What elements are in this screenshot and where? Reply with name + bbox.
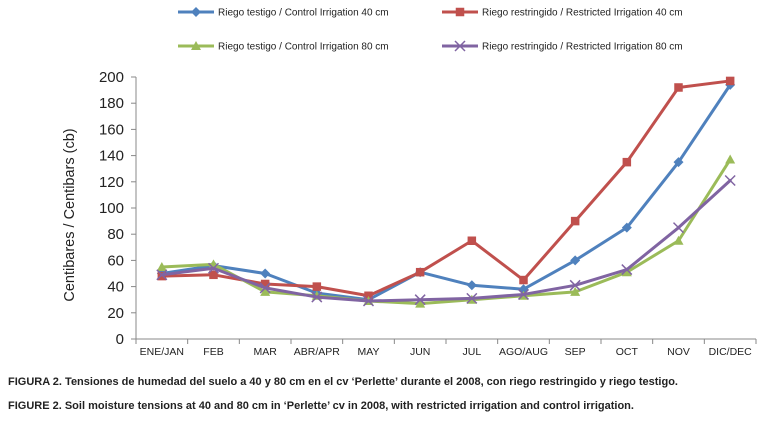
data-point [414, 294, 426, 306]
data-point [725, 76, 735, 86]
data-point [207, 262, 220, 274]
y-axis-label: Centibares / Centibars (cb) [62, 128, 78, 301]
y-tick-label: 200 [99, 69, 124, 86]
data-point [621, 267, 632, 277]
y-tick-label: 20 [107, 305, 124, 322]
data-point [673, 157, 684, 168]
series-line [160, 83, 732, 302]
series-3 [156, 154, 736, 308]
legend-label: Riego testigo / Control Irrigation 80 cm [218, 42, 389, 53]
series-line [160, 178, 732, 303]
x-tick-label: NOV [667, 346, 690, 358]
data-point [621, 264, 633, 276]
y-tick-label: 160 [99, 121, 124, 138]
figure-caption-english: FIGURE 2. Soil moisture tensions at 40 a… [8, 400, 634, 412]
data-point [570, 216, 580, 226]
data-point [209, 270, 218, 280]
x-tick-label: ENE/JAN [140, 346, 184, 358]
plot-area: 0 20 40 60 80 100 120 140 160 180 200 ENE/JAN FEB MA… [99, 69, 757, 358]
x-tick-label: JUN [410, 346, 430, 358]
data-point [674, 83, 683, 92]
x-tick-label: MAY [358, 346, 380, 358]
series-line [160, 79, 732, 298]
series-2 [157, 76, 735, 301]
y-tick-label: 140 [99, 148, 124, 165]
y-tick-label: 0 [116, 331, 124, 348]
data-point [569, 279, 581, 291]
series-layer [156, 76, 736, 308]
legend-marker [454, 40, 466, 52]
data-point [672, 222, 685, 234]
legend-entry: Riego restringido / Restricted Irrigatio… [442, 40, 683, 53]
legend-marker [455, 7, 465, 17]
y-tick-label: 120 [99, 174, 124, 191]
x-tick-label: JUL [462, 346, 481, 358]
y-tick-label: 40 [107, 279, 124, 296]
data-point [260, 268, 271, 279]
legend-label: Riego restringido / Restricted Irrigatio… [482, 8, 683, 19]
data-point [415, 298, 426, 308]
data-point [260, 279, 270, 289]
data-point [621, 222, 632, 233]
x-axis: ENE/JAN FEB MAR ABR/APR MAY JUN JUL AGO/AUG SEP O… [135, 77, 757, 358]
data-point [517, 288, 530, 300]
x-tick-label: SEP [565, 346, 586, 358]
data-point [364, 291, 373, 301]
y-axis-ticks: 0 20 40 60 80 100 120 140 160 180 200 [99, 69, 136, 348]
x-tick-label: DIC/DEC [709, 346, 753, 358]
data-point [673, 235, 684, 245]
x-tick-label: AGO/AUG [499, 346, 548, 358]
x-tick-label: OCT [616, 346, 639, 358]
data-point [519, 275, 528, 285]
data-point [362, 295, 375, 307]
data-point [570, 255, 581, 266]
y-tick-label: 80 [107, 226, 124, 243]
figure-caption-spanish: FIGURA 2. Tensiones de humedad del suelo… [8, 376, 678, 388]
legend-label: Riego testigo / Control Irrigation 40 cm [218, 8, 389, 19]
data-point [570, 286, 581, 296]
data-point [156, 261, 167, 271]
x-tick-label: FEB [203, 346, 223, 358]
y-tick-label: 100 [99, 200, 124, 217]
legend-entry: Riego restringido / Restricted Irrigatio… [442, 8, 683, 19]
legend-label: Riego restringido / Restricted Irrigatio… [482, 42, 683, 53]
data-point [466, 292, 478, 304]
y-tick-label: 180 [99, 95, 124, 112]
data-point [312, 282, 322, 291]
data-point [415, 267, 425, 277]
legend-entry: Riego testigo / Control Irrigation 80 cm [178, 41, 389, 53]
data-point [259, 282, 271, 294]
series-1 [156, 79, 736, 305]
x-tick-label: ABR/APR [294, 346, 341, 358]
y-tick-label: 60 [107, 252, 124, 269]
legend-marker [191, 7, 201, 17]
data-point [622, 157, 632, 167]
x-tick-label: MAR [253, 346, 277, 358]
data-point [311, 291, 323, 303]
data-point [467, 236, 477, 245]
data-point [724, 174, 736, 187]
data-point [260, 286, 271, 296]
legend: Riego testigo / Control Irrigation 40 cm… [178, 7, 683, 53]
legend-entry: Riego testigo / Control Irrigation 40 cm [178, 7, 389, 19]
data-point [156, 269, 168, 281]
legend-marker [191, 41, 201, 50]
data-point [725, 154, 736, 164]
series-line [160, 158, 732, 306]
data-point [466, 280, 477, 291]
series-4 [156, 174, 736, 307]
